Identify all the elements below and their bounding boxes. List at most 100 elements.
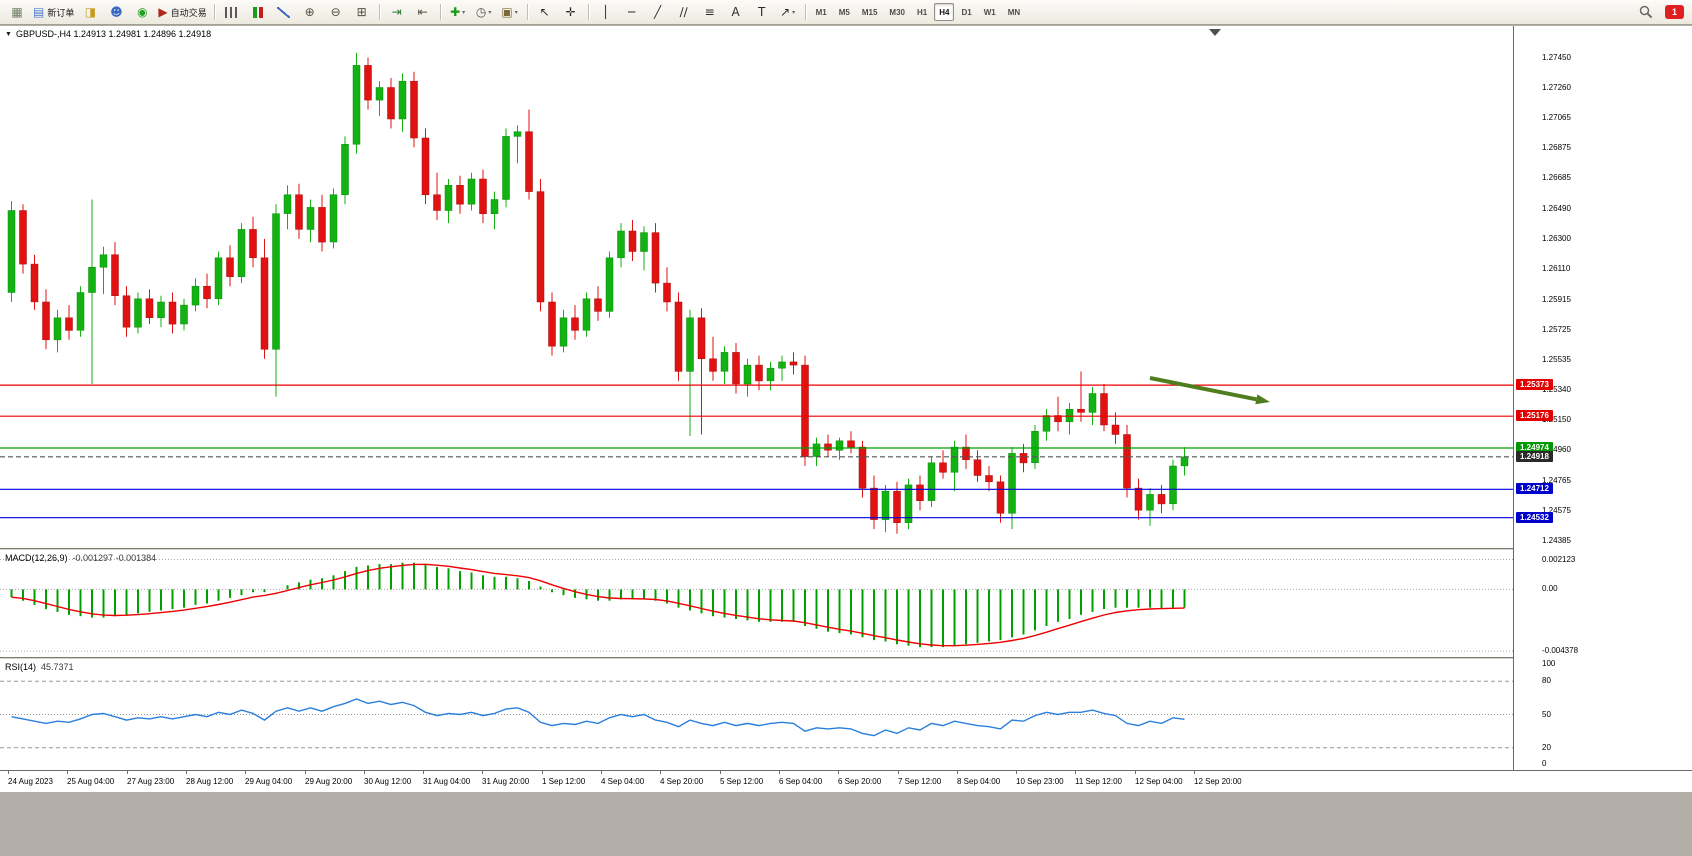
periods-button[interactable]: ◷ ▾ xyxy=(472,2,496,22)
time-axis-tick xyxy=(1075,771,1076,774)
timeframe-m30-button[interactable]: M30 xyxy=(889,7,905,17)
timeframe-d1-button[interactable]: D1 xyxy=(961,7,972,17)
candle xyxy=(1042,415,1051,432)
timeframe-m5-button[interactable]: M5 xyxy=(838,7,850,17)
vertical-line-button[interactable]: │ xyxy=(594,2,618,22)
candle xyxy=(640,232,648,252)
price-axis[interactable]: 1.27450 1.27260 1.27065 1.26875 1.26685 1.264… xyxy=(1513,26,1692,770)
trendline-button[interactable]: ╱ xyxy=(646,2,670,22)
time-axis[interactable]: 24 Aug 2023 25 Aug 04:00 27 Aug 23:00 28 Au… xyxy=(0,770,1692,792)
candle xyxy=(766,367,775,382)
dropdown-arrow-icon: ▾ xyxy=(462,9,466,16)
timeframe-w1-button[interactable]: W1 xyxy=(983,7,996,17)
candle xyxy=(53,317,62,341)
candle xyxy=(847,440,855,448)
price-axis-label: 1.24765 xyxy=(1542,476,1571,485)
horizontal-lines-layer[interactable] xyxy=(0,384,1513,519)
candle xyxy=(755,364,763,382)
candle xyxy=(1088,393,1097,413)
candle xyxy=(168,301,177,325)
time-axis-tick xyxy=(601,771,602,774)
time-axis-label: 4 Sep 04:00 xyxy=(601,777,645,786)
candle xyxy=(858,446,867,489)
toolbar: ▦ ▤ 新订单 ◨ ☻ ◉ ▶ 自动交易 ⊕ ⊖ ⊞ ⇥ ⇤ ✚ ▾ ◷ ▾ ▣ ▾ ↖ ✛ │ ─ ╱ ∕∕ ≡ A T ↗ ▾ M1 M5… xyxy=(0,0,1692,25)
time-axis-tick xyxy=(542,771,543,774)
toolbar-separator xyxy=(526,4,528,20)
cursor-button[interactable]: ↖ xyxy=(533,2,557,22)
arrows-button[interactable]: ↗ ▾ xyxy=(776,2,800,22)
candle xyxy=(1134,487,1143,511)
community-button[interactable]: ☻ xyxy=(104,2,128,22)
line-chart-button[interactable] xyxy=(272,2,296,22)
time-axis-label: 4 Sep 20:00 xyxy=(660,777,704,786)
auto-scroll-button[interactable]: ⇥ xyxy=(385,2,409,22)
candle xyxy=(628,230,637,252)
panel-splitter[interactable] xyxy=(0,548,1692,550)
arrow-objects-icon: ↗ xyxy=(780,5,791,19)
auto-trading-button-label: 自动交易 xyxy=(170,7,207,18)
timeframe-m15-button[interactable]: M15 xyxy=(861,7,878,17)
candle xyxy=(939,462,947,473)
time-axis-tick xyxy=(364,771,365,774)
new-order-button[interactable]: ▤ 新订单 xyxy=(31,2,76,22)
tile-windows-icon: ⊞ xyxy=(356,5,367,19)
candle xyxy=(19,210,27,265)
template-icon: ▣ xyxy=(501,5,513,19)
bar-chart-button[interactable] xyxy=(220,2,244,22)
time-axis-tick xyxy=(898,771,899,774)
timeframe-h1-button[interactable]: H1 xyxy=(916,7,928,17)
horizontal-line-button[interactable]: ─ xyxy=(620,2,644,22)
zoom-in-button[interactable]: ⊕ xyxy=(298,2,322,22)
trend-arrow-annotation[interactable] xyxy=(1149,376,1270,405)
candle xyxy=(283,194,292,214)
macd-axis-label: -0.004378 xyxy=(1542,646,1579,655)
candle xyxy=(157,301,165,319)
time-axis-tick xyxy=(957,771,958,774)
timeframe-h4-button[interactable]: H4 xyxy=(934,3,955,21)
time-axis-label: 24 Aug 2023 xyxy=(8,777,53,786)
panel-splitter[interactable] xyxy=(0,657,1692,659)
chart-shift-icon: ⇤ xyxy=(417,5,428,19)
chart-shift-button[interactable]: ⇤ xyxy=(411,2,435,22)
time-axis-label: 29 Aug 04:00 xyxy=(245,777,293,786)
tile-windows-button[interactable]: ⊞ xyxy=(350,2,374,22)
candle xyxy=(1111,424,1120,435)
zoom-in-icon: ⊕ xyxy=(304,5,315,19)
price-axis-label: 1.26490 xyxy=(1542,204,1571,213)
text-button[interactable]: A xyxy=(724,2,748,22)
auto-trading-button[interactable]: ▶ 自动交易 xyxy=(156,2,208,22)
rsi-panel-plot[interactable] xyxy=(0,659,1513,770)
candle xyxy=(1146,494,1154,511)
indicators-button[interactable]: ✚ ▾ xyxy=(446,2,470,22)
chart-window[interactable]: ▼ GBPUSD-,H4 1.24913 1.24981 1.24896 1.2… xyxy=(0,26,1692,792)
templates-button[interactable]: ▣ ▾ xyxy=(498,2,522,22)
notification-badge[interactable]: 1 xyxy=(1665,5,1684,19)
zoom-out-button[interactable]: ⊖ xyxy=(324,2,348,22)
time-axis-label: 12 Sep 04:00 xyxy=(1135,777,1183,786)
candle xyxy=(502,136,510,200)
search-button[interactable] xyxy=(1634,2,1658,22)
new-chart-button[interactable]: ▦ xyxy=(5,2,29,22)
data-center-button[interactable]: ◉ xyxy=(130,2,154,22)
chart-profiles-button[interactable]: ◨ xyxy=(78,2,102,22)
price-axis-label: 1.26685 xyxy=(1542,173,1571,182)
chart-shift-marker[interactable] xyxy=(1209,29,1221,36)
candlestick-button[interactable] xyxy=(246,2,270,22)
crosshair-button[interactable]: ✛ xyxy=(559,2,583,22)
rsi-line xyxy=(11,698,1185,737)
channel-button[interactable]: ∕∕ xyxy=(672,2,696,22)
macd-panel-plot[interactable] xyxy=(0,550,1513,657)
candle xyxy=(996,481,1005,514)
candle xyxy=(99,254,108,268)
time-axis-tick xyxy=(1016,771,1017,774)
current-price-badge: 1.24918 xyxy=(1516,451,1553,462)
fibonacci-button[interactable]: ≡ xyxy=(698,2,722,22)
candle xyxy=(226,257,234,277)
timeframe-mn-button[interactable]: MN xyxy=(1007,7,1021,17)
price-chart-plot[interactable] xyxy=(0,26,1513,548)
time-axis-label: 8 Sep 04:00 xyxy=(957,777,1001,786)
one-click-trading-arrow-icon[interactable]: ▼ xyxy=(5,30,12,38)
text-label-button[interactable]: T xyxy=(750,2,774,22)
timeframe-m1-button[interactable]: M1 xyxy=(815,7,827,17)
candle xyxy=(122,295,131,328)
